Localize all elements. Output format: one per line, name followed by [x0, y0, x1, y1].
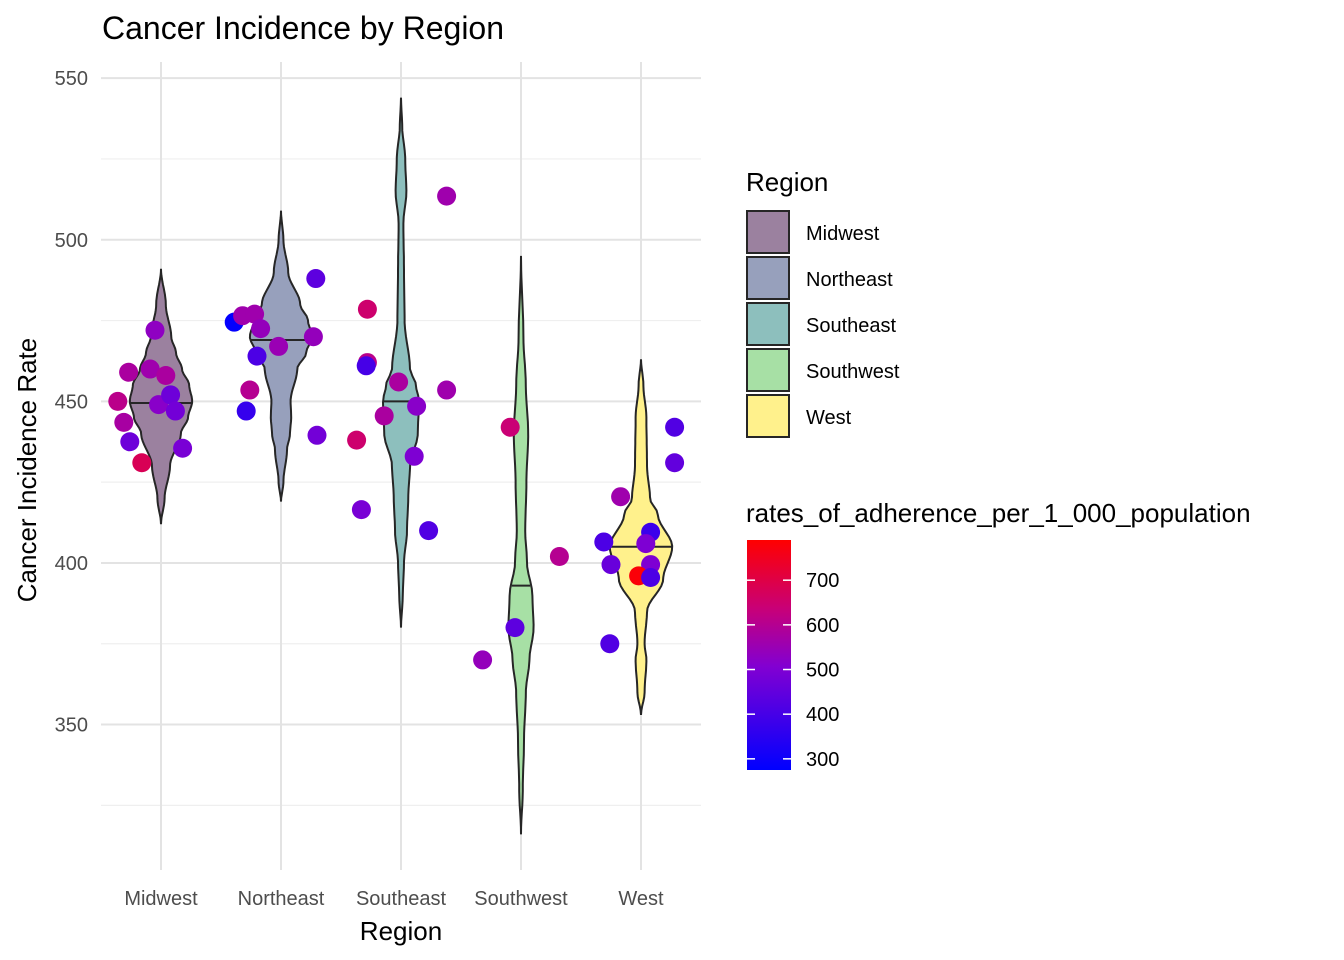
x-tick-label: Northeast: [238, 888, 325, 910]
y-tick-label: 450: [55, 391, 88, 413]
legend-key-northeast: [746, 256, 790, 300]
data-point: [611, 487, 631, 507]
data-point: [236, 401, 256, 421]
data-point: [351, 500, 371, 520]
data-point: [140, 359, 160, 379]
data-point: [404, 446, 424, 466]
axes: 350 400 450 500 550 Midwest Northeast Southeast…: [55, 68, 664, 910]
legend-label-west: West: [806, 407, 852, 429]
data-point: [356, 356, 376, 376]
y-axis-title: Cancer Incidence Rate: [12, 338, 42, 602]
data-point: [374, 406, 394, 426]
x-tick-label: Southeast: [356, 888, 447, 910]
region-legend-title: Region: [746, 167, 828, 197]
data-point: [594, 532, 614, 552]
legend-label-southwest: Southwest: [806, 361, 900, 383]
data-point: [636, 534, 656, 554]
data-point: [161, 385, 181, 405]
data-point: [600, 634, 620, 654]
violin-southeast: [381, 97, 421, 628]
violin-northeast: [248, 210, 314, 502]
legend-key-southwest: [746, 348, 790, 392]
data-point: [665, 453, 685, 473]
data-point: [165, 401, 185, 421]
legend-label-northeast: Northeast: [806, 269, 893, 291]
colorbar-tick-label: 400: [806, 704, 839, 726]
violin-southwest: [507, 255, 535, 835]
data-point: [500, 417, 520, 437]
data-point: [665, 417, 685, 437]
data-point: [251, 319, 271, 339]
data-point: [119, 362, 139, 382]
colorbar: [747, 540, 791, 770]
data-point: [173, 438, 193, 458]
x-tick-label: Midwest: [124, 888, 198, 910]
data-point: [307, 425, 327, 445]
data-point: [389, 372, 409, 392]
y-tick-label: 350: [55, 715, 88, 737]
data-point: [419, 521, 439, 541]
adherence-colorbar-legend: rates_of_adherence_per_1_000_population …: [746, 498, 1251, 771]
data-point: [549, 546, 569, 566]
colorbar-legend-title: rates_of_adherence_per_1_000_population: [746, 498, 1251, 528]
data-point: [601, 555, 621, 575]
y-tick-label: 400: [55, 553, 88, 575]
data-point: [306, 269, 326, 289]
data-point: [641, 568, 661, 588]
legend-key-midwest: [746, 210, 790, 254]
legend-key-west: [746, 394, 790, 438]
data-point: [269, 336, 289, 356]
data-point: [357, 299, 377, 319]
colorbar-tick-label: 700: [806, 570, 839, 592]
legend-label-midwest: Midwest: [806, 223, 880, 245]
data-point: [245, 304, 265, 324]
jitter-points: [108, 186, 685, 670]
data-point: [505, 618, 525, 638]
data-point: [437, 186, 457, 206]
data-point: [473, 650, 493, 670]
data-point: [114, 412, 134, 432]
colorbar-tick-label: 500: [806, 660, 839, 682]
data-point: [347, 430, 367, 450]
y-tick-label: 550: [55, 68, 88, 90]
y-tick-label: 500: [55, 230, 88, 252]
data-point: [407, 396, 427, 416]
legend-key-southeast: [746, 302, 790, 346]
data-point: [120, 432, 140, 452]
x-tick-label: West: [618, 888, 664, 910]
data-point: [145, 320, 165, 340]
data-point: [303, 327, 323, 347]
x-axis-title: Region: [360, 916, 442, 946]
region-legend: Region Midwest Northeast Southeast Southwes…: [746, 167, 900, 438]
data-point: [156, 366, 176, 386]
data-point: [247, 346, 267, 366]
data-point: [240, 380, 260, 400]
legend-label-southeast: Southeast: [806, 315, 897, 337]
data-point: [132, 453, 152, 473]
chart-title: Cancer Incidence by Region: [102, 10, 504, 46]
data-point: [108, 391, 128, 411]
colorbar-tick-label: 300: [806, 749, 839, 771]
data-point: [437, 380, 457, 400]
x-tick-label: Southwest: [474, 888, 568, 910]
colorbar-tick-label: 600: [806, 615, 839, 637]
